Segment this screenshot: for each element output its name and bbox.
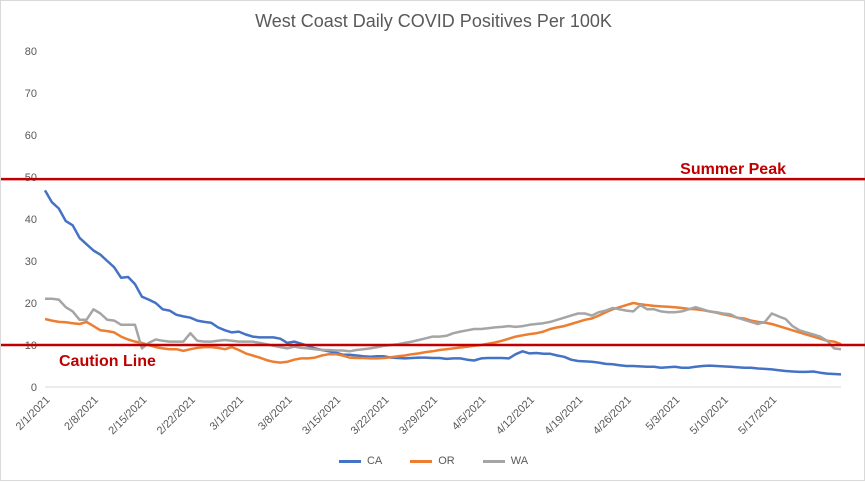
x-tick-label: 3/1/2021 <box>208 394 247 433</box>
legend-swatch <box>482 459 505 463</box>
y-tick-label: 0 <box>31 382 37 394</box>
legend-item-ca: CA <box>338 455 383 467</box>
y-tick-label: 60 <box>25 130 37 142</box>
y-tick-label: 70 <box>25 88 37 100</box>
legend-label: OR <box>438 455 455 467</box>
legend-swatch <box>410 459 433 463</box>
series-line-wa <box>45 297 842 353</box>
y-tick-label: 30 <box>25 256 37 268</box>
chart-legend: CA OR WA <box>1 455 865 467</box>
x-tick-label: 5/10/2021 <box>688 394 731 437</box>
x-tick-label: 3/29/2021 <box>397 394 440 437</box>
x-tick-label: 4/19/2021 <box>542 394 585 437</box>
y-tick-label: 80 <box>25 46 37 58</box>
x-tick-label: 4/26/2021 <box>591 394 634 437</box>
x-tick-label: 2/15/2021 <box>106 394 149 437</box>
legend-item-or: OR <box>410 455 455 467</box>
x-tick-label: 2/1/2021 <box>14 394 53 433</box>
x-tick-label: 3/8/2021 <box>256 394 295 433</box>
caution-line-label: Caution Line <box>59 353 156 370</box>
x-tick-label: 2/8/2021 <box>62 394 101 433</box>
x-tick-label: 4/12/2021 <box>494 394 537 437</box>
series-line-ca <box>43 189 842 376</box>
summer-peak-label: Summer Peak <box>680 161 786 178</box>
x-tick-label: 3/22/2021 <box>349 394 392 437</box>
y-tick-label: 40 <box>25 214 37 226</box>
x-tick-label: 4/5/2021 <box>450 394 489 433</box>
x-tick-label: 2/22/2021 <box>155 394 198 437</box>
x-tick-label: 5/3/2021 <box>644 394 683 433</box>
legend-label: WA <box>510 455 529 467</box>
x-tick-label: 3/15/2021 <box>300 394 343 437</box>
legend-label: CA <box>366 455 383 467</box>
legend-swatch <box>338 459 361 463</box>
y-tick-label: 20 <box>25 298 37 310</box>
chart-title: West Coast Daily COVID Positives Per 100… <box>255 11 612 31</box>
legend-item-wa: WA <box>482 455 529 467</box>
x-tick-label: 5/17/2021 <box>736 394 779 437</box>
